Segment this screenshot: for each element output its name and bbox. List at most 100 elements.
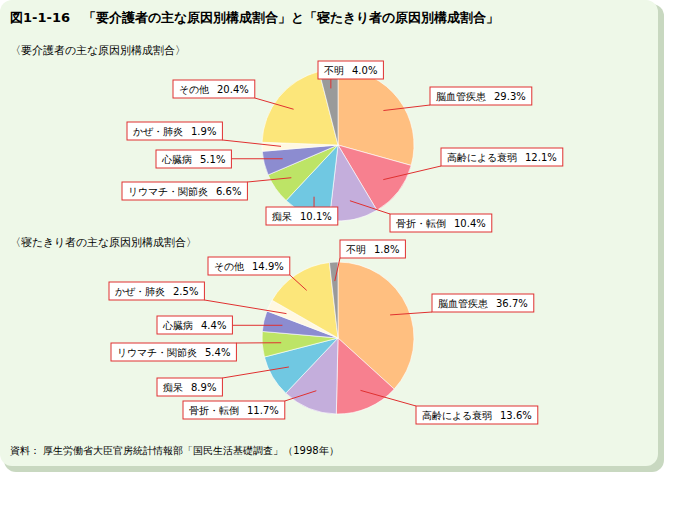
leader-line — [390, 312, 432, 315]
data-label: 心臓病 4.4% — [157, 316, 282, 334]
leader-line — [222, 367, 289, 378]
data-label: リウマチ・関節炎 5.4% — [111, 343, 281, 361]
category-label: 高齢による衰弱 — [447, 152, 517, 163]
category-label: 脳血管疾患 — [436, 91, 486, 102]
label-text: 痴呆10.1% — [272, 211, 332, 222]
label-text: 高齢による衰弱 12.1% — [447, 152, 557, 163]
label-text: リウマチ・関節炎6.6% — [128, 186, 241, 197]
label-box — [109, 282, 204, 300]
data-label: 脳血管疾患 36.7% — [390, 294, 534, 315]
value-label: 5.4% — [205, 347, 230, 358]
category-label: 不明 — [324, 65, 344, 76]
label-box — [318, 61, 383, 79]
value-label: 4.4% — [201, 320, 226, 331]
label-text: 脳血管疾患 29.3% — [436, 91, 526, 102]
category-label: 心臓病 — [161, 154, 192, 165]
value-label: 36.7% — [496, 298, 528, 309]
label-text: リウマチ・関節炎 5.4% — [117, 347, 230, 358]
leader-line — [383, 105, 430, 111]
data-label: 痴呆10.1% — [266, 197, 338, 225]
data-label: 不明1.8% — [335, 240, 406, 281]
label-text: 心臓病 5.1% — [161, 154, 225, 165]
value-label: 20.4% — [217, 84, 249, 95]
leader-line — [204, 300, 286, 314]
label-box — [441, 148, 563, 166]
label-box — [157, 316, 232, 334]
label-box — [173, 80, 255, 98]
label-box — [390, 214, 492, 232]
label-text: 骨折・転倒 10.4% — [396, 218, 486, 229]
label-box — [266, 207, 338, 225]
label-box — [416, 406, 538, 424]
value-label: 12.1% — [525, 152, 557, 163]
value-label: 1.8% — [374, 244, 399, 255]
label-text: その他 20.4% — [179, 84, 249, 95]
figure: 図1-1-16 「要介護者の主な原因別構成割合」と「寝たきり者の原因別構成割合」… — [0, 0, 680, 515]
leader-line — [360, 390, 416, 406]
value-label: 14.9% — [252, 261, 284, 272]
value-label: 11.7% — [247, 405, 279, 416]
category-label: かぜ・肺炎 — [115, 286, 165, 297]
panel — [0, 0, 658, 466]
label-text: 痴呆 8.9% — [163, 382, 216, 393]
category-label: その他 — [214, 261, 244, 272]
value-label: 13.6% — [500, 410, 532, 421]
chart-title: 〈要介護者の主な原因別構成割合〉 — [10, 44, 186, 57]
data-label: その他 14.9% — [208, 257, 307, 290]
value-label: 6.6% — [216, 186, 241, 197]
value-label: 5.1% — [200, 154, 225, 165]
leader-line — [232, 325, 282, 326]
data-label: 脳血管疾患 29.3% — [383, 87, 531, 111]
data-label: かぜ・肺炎 2.5% — [109, 282, 286, 314]
category-label: 心臓病 — [162, 320, 193, 331]
data-label: 高齢による衰弱 12.1% — [383, 148, 562, 180]
label-box — [183, 401, 285, 419]
label-box — [340, 240, 405, 258]
value-label: 8.9% — [191, 382, 216, 393]
leader-line — [330, 79, 331, 88]
value-label: 2.5% — [173, 286, 198, 297]
data-label: 不明 4.0% — [318, 61, 383, 88]
data-label: 心臓病 5.1% — [156, 150, 283, 168]
category-label: 脳血管疾患 — [438, 298, 488, 309]
leader-line — [236, 342, 281, 343]
value-label: 29.3% — [494, 91, 526, 102]
category-label: 痴呆 — [163, 382, 183, 393]
label-text: 高齢による衰弱 13.6% — [422, 410, 532, 421]
leader-line — [314, 197, 315, 207]
value-label: 10.4% — [454, 218, 486, 229]
value-label: 1.9% — [191, 126, 216, 137]
pie-slice — [319, 69, 338, 145]
category-label: かぜ・肺炎 — [133, 126, 183, 137]
label-box — [432, 294, 534, 312]
label-text: 不明1.8% — [346, 244, 399, 255]
leader-line — [383, 166, 441, 180]
chart-title: 〈寝たきり者の主な原因別構成割合〉 — [10, 236, 197, 249]
leader-line — [350, 201, 390, 214]
label-text: 心臓病 4.4% — [162, 320, 226, 331]
label-box — [208, 257, 290, 275]
category-label: 痴呆 — [272, 211, 292, 222]
label-text: その他 14.9% — [214, 261, 284, 272]
leader-line — [222, 140, 281, 146]
leader-line — [285, 391, 317, 401]
data-label: 痴呆 8.9% — [157, 367, 289, 396]
label-box — [156, 150, 231, 168]
leader-line — [290, 275, 307, 290]
value-label: 4.0% — [352, 65, 377, 76]
data-label: リウマチ・関節炎6.6% — [122, 178, 291, 200]
category-label: その他 — [179, 84, 209, 95]
leader-line — [247, 178, 291, 182]
label-text: かぜ・肺炎 1.9% — [133, 126, 216, 137]
data-label: 高齢による衰弱 13.6% — [360, 390, 537, 424]
category-label: 骨折・転倒 — [189, 405, 239, 416]
data-label: 骨折・転倒 10.4% — [350, 201, 492, 232]
category-label: 高齢による衰弱 — [422, 410, 492, 421]
pie-chart: 〈要介護者の主な原因別構成割合〉脳血管疾患 29.3% 高齢による衰弱 12.1% 骨折… — [10, 44, 563, 232]
label-box — [127, 122, 222, 140]
pie-chart: 〈寝たきり者の主な原因別構成割合〉脳血管疾患 36.7% 高齢による衰弱 13.6% 骨… — [10, 236, 538, 424]
title: 図1-1-16 「要介護者の主な原因別構成割合」と「寝たきり者の原因別構成割合」 — [10, 10, 499, 25]
category-label: 骨折・転倒 — [396, 218, 446, 229]
label-text: 骨折・転倒 11.7% — [189, 405, 279, 416]
category-label: リウマチ・関節炎 — [117, 347, 197, 358]
